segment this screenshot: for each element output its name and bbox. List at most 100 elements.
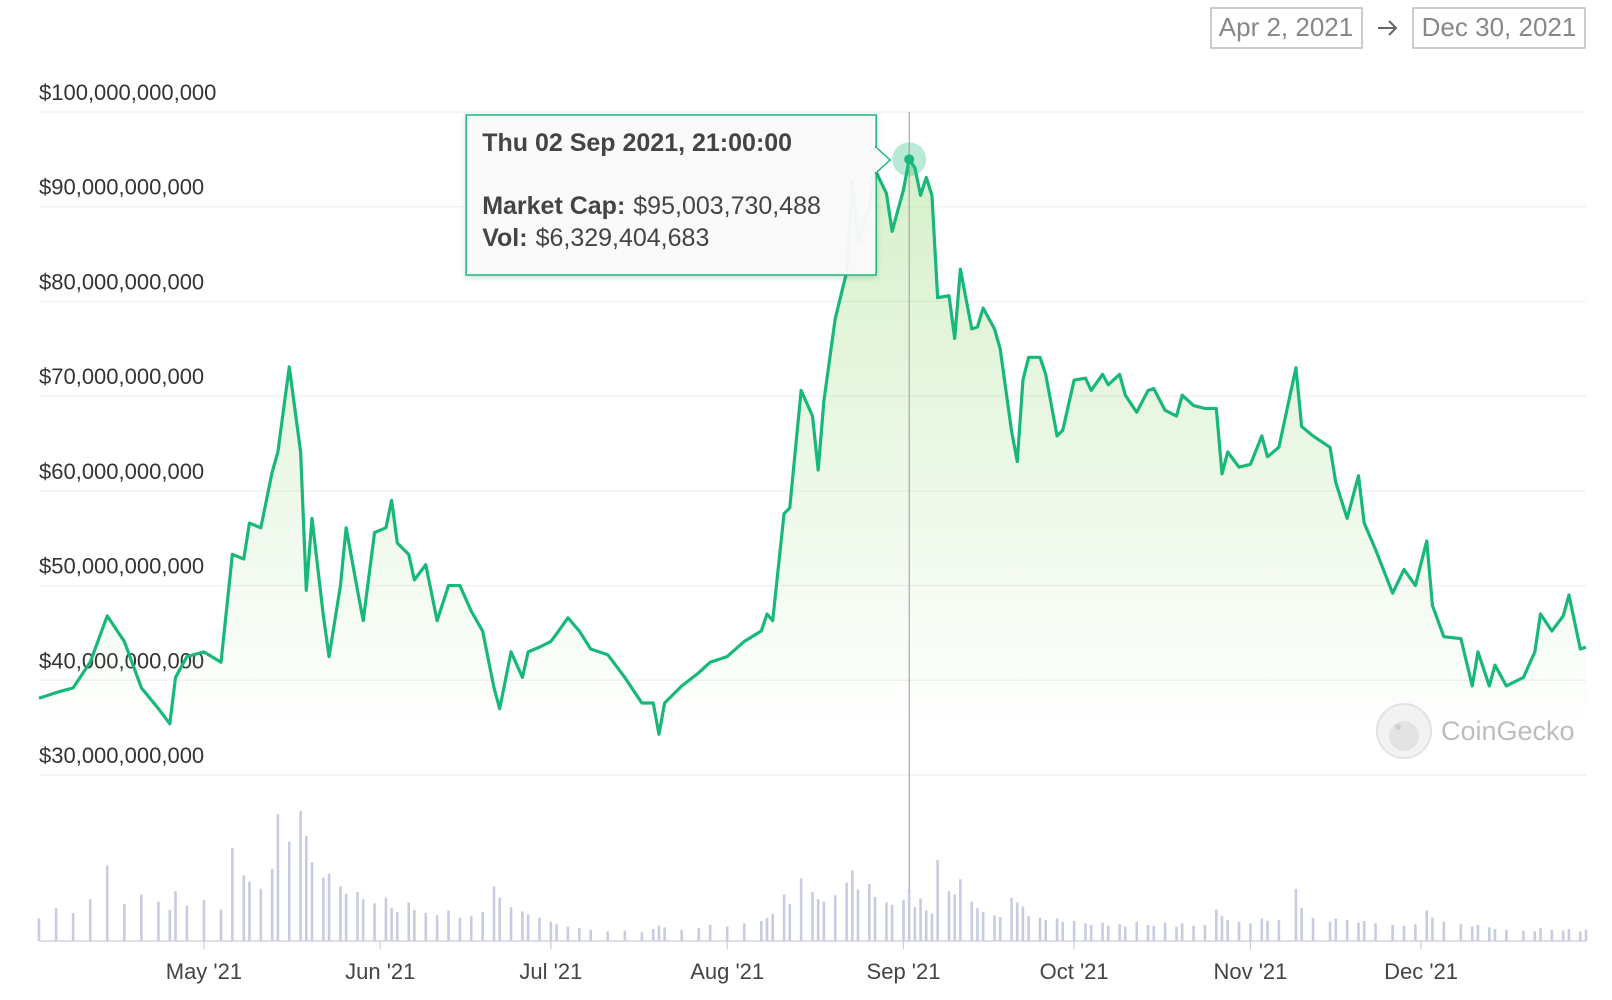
volume-bar <box>1015 902 1019 941</box>
volume-bar <box>1175 926 1178 941</box>
date-from-box[interactable] <box>1210 7 1363 49</box>
volume-bar <box>123 904 126 941</box>
volume-bar <box>435 915 439 941</box>
volume-bar <box>856 889 860 941</box>
volume-bar <box>339 886 342 941</box>
volume-bar <box>384 897 388 941</box>
volume-bar <box>760 920 763 941</box>
volume-bar <box>998 916 1002 941</box>
volume-bar <box>88 899 92 941</box>
y-tick-label: $70,000,000,000 <box>39 364 204 389</box>
tooltip-row: Market Cap: $95,003,730,488 <box>482 192 821 220</box>
volume-bar <box>168 909 172 941</box>
volume-bar <box>361 899 365 941</box>
volume-bar <box>765 917 769 941</box>
volume-bar <box>481 912 484 941</box>
volume-bar <box>953 894 956 941</box>
volume-bar <box>970 901 974 941</box>
volume-bar <box>1294 888 1298 941</box>
volume-bar <box>1414 924 1417 941</box>
volume-bar <box>1431 917 1434 941</box>
y-tick-label: $100,000,000,000 <box>39 80 216 105</box>
volume-bar <box>924 910 928 941</box>
volume-bar <box>1260 918 1264 941</box>
volume-bar <box>1010 897 1013 941</box>
volume-bar <box>1163 922 1167 941</box>
volume-bar <box>305 835 308 941</box>
volume-bar <box>913 907 917 941</box>
volume-bar <box>907 890 911 941</box>
volume-bar <box>1061 921 1065 941</box>
volume-bar <box>219 909 223 941</box>
x-tick-label: Nov '21 <box>1213 959 1287 984</box>
volume-bar <box>822 901 826 941</box>
volume-bar <box>1459 924 1463 941</box>
area <box>39 159 1586 735</box>
volume-bar <box>708 924 712 941</box>
volume-bar <box>1152 925 1156 941</box>
volume-bar <box>1180 923 1184 941</box>
hover-point <box>904 154 915 165</box>
volume-bar <box>1038 917 1042 941</box>
volume-bar <box>947 891 951 941</box>
watermark-logo-inner <box>1389 721 1419 751</box>
volume-bar <box>54 908 58 941</box>
volume-bar <box>1220 916 1224 941</box>
volume-bar <box>1493 928 1497 941</box>
volume-bar <box>1402 925 1406 941</box>
watermark-logo-eye <box>1395 724 1401 730</box>
volume-bar <box>157 901 160 941</box>
x-tick-label: Aug '21 <box>690 959 764 984</box>
volume-bar <box>259 888 263 941</box>
volume-bar <box>1470 926 1474 941</box>
volume-bar <box>1328 921 1332 941</box>
volume-bar <box>680 929 683 941</box>
volume-bar <box>276 814 280 941</box>
volume-bar <box>356 892 359 941</box>
volume-bar <box>1550 929 1554 941</box>
volume-bar <box>1072 920 1076 941</box>
volume-bar <box>697 928 701 941</box>
volume-bar <box>469 916 473 941</box>
x-tick-label: Jun '21 <box>345 959 415 984</box>
date-to: Dec 30, 2021 <box>1422 12 1577 42</box>
volume-bar <box>1135 921 1138 941</box>
tooltip-label: Vol: <box>482 224 527 252</box>
volume-bar <box>811 892 814 941</box>
volume-bar <box>521 911 524 941</box>
volume-bar <box>742 923 746 941</box>
volume-bar <box>1362 920 1366 941</box>
volume-bar <box>589 929 592 941</box>
volume-bar <box>1505 929 1508 941</box>
volume-bar <box>231 847 234 941</box>
volume-bar <box>492 886 496 941</box>
volume-bar <box>1539 928 1542 941</box>
tooltip-pointer <box>874 145 892 175</box>
volume-bar <box>1311 917 1315 941</box>
tooltip-box <box>465 114 877 276</box>
volume-bar <box>1027 916 1030 941</box>
volume-bar <box>833 895 837 941</box>
volume-bar <box>1345 920 1349 941</box>
volume-bar <box>270 868 274 941</box>
volume-bar <box>782 894 786 941</box>
volume-bar <box>1146 924 1150 941</box>
volume-bar <box>788 904 792 941</box>
volume-bar <box>1357 922 1360 941</box>
volume-bar <box>1522 930 1525 941</box>
volume-bar <box>851 870 854 941</box>
arrow-icon <box>1378 20 1398 36</box>
volume-bar <box>1021 906 1025 941</box>
x-tick-label: May '21 <box>166 959 242 984</box>
volume-bar <box>816 899 820 941</box>
volume-bar <box>1277 920 1281 941</box>
volume-bar <box>868 884 871 941</box>
volume-bar <box>902 900 905 941</box>
tooltip-row: Vol: $6,329,404,683 <box>482 224 709 252</box>
volume-bar <box>140 894 143 941</box>
volume-bar <box>1089 924 1093 941</box>
volume-bar <box>555 924 558 941</box>
volume-bar <box>1567 928 1571 941</box>
date-to-box[interactable] <box>1412 7 1586 49</box>
